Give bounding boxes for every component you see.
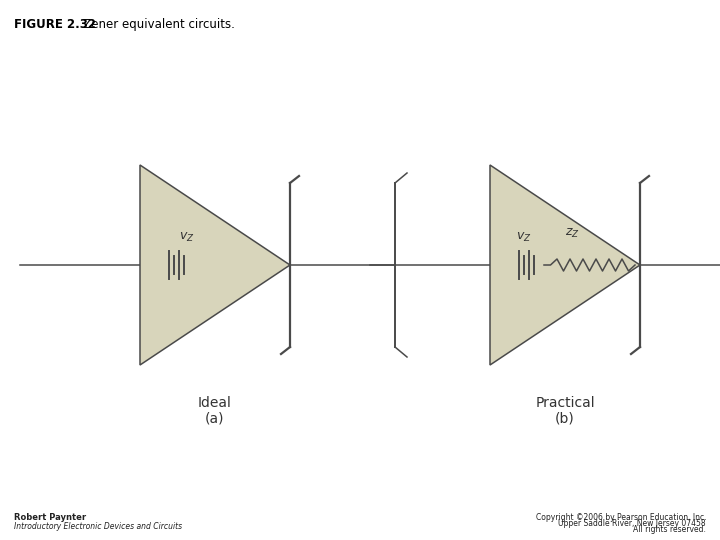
Text: $v_Z$: $v_Z$ [516, 231, 531, 244]
Text: Ideal: Ideal [198, 396, 232, 410]
Text: Robert Paynter: Robert Paynter [14, 513, 86, 522]
Text: Zener equivalent circuits.: Zener equivalent circuits. [72, 18, 235, 31]
Text: Practical: Practical [535, 396, 595, 410]
Polygon shape [490, 165, 640, 365]
Text: (a): (a) [205, 412, 225, 426]
Text: Copyright ©2006 by Pearson Education, Inc.: Copyright ©2006 by Pearson Education, In… [536, 513, 706, 522]
Text: (b): (b) [555, 412, 575, 426]
Text: $z_Z$: $z_Z$ [565, 226, 580, 240]
Polygon shape [140, 165, 290, 365]
Text: Introductory Electronic Devices and Circuits: Introductory Electronic Devices and Circ… [14, 522, 182, 531]
Text: All rights reserved.: All rights reserved. [633, 525, 706, 534]
Text: $v_Z$: $v_Z$ [179, 231, 194, 244]
Text: Upper Saddle River, New Jersey 07458: Upper Saddle River, New Jersey 07458 [559, 519, 706, 528]
Text: FIGURE 2.32: FIGURE 2.32 [14, 18, 96, 31]
